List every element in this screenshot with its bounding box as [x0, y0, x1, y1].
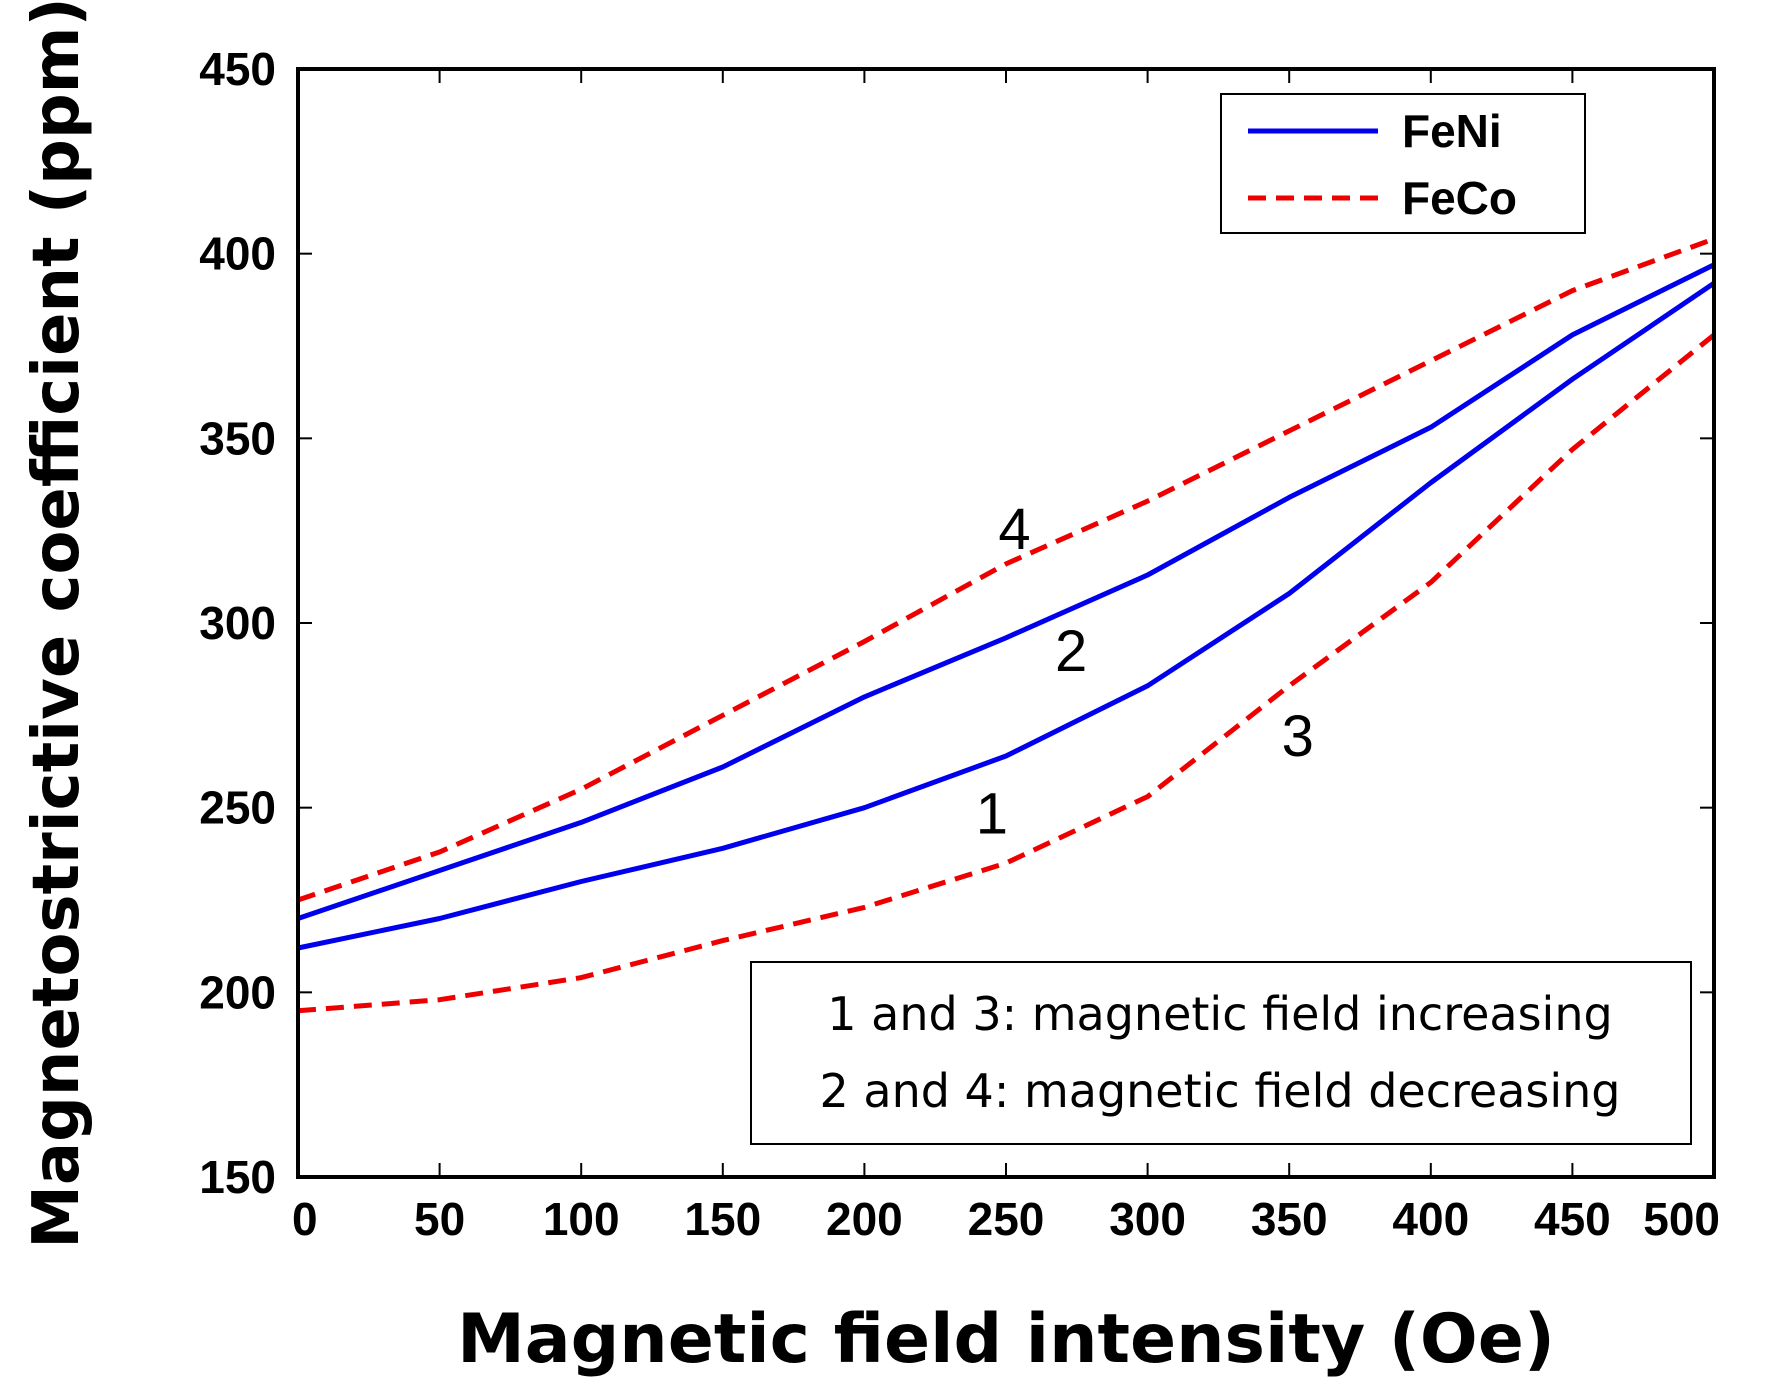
series-line-3 [297, 332, 1716, 1014]
x-tick-label: 450 [1534, 1193, 1611, 1245]
series-line-2 [297, 262, 1716, 921]
x-tick-label: 200 [826, 1193, 903, 1245]
series-line-4 [297, 236, 1715, 903]
curve-label-4: 4 [998, 497, 1030, 562]
y-tick-label: 400 [199, 228, 276, 280]
curve-label-2: 2 [1055, 619, 1087, 684]
y-tick-label: 450 [199, 43, 276, 95]
x-tick-label: 500 [1643, 1193, 1720, 1245]
series-line-1 [297, 281, 1716, 951]
legend-box [1220, 93, 1586, 234]
x-tick-label: 250 [968, 1193, 1045, 1245]
legend: FeNi FeCo [1220, 93, 1586, 234]
y-tick-label: 150 [199, 1151, 276, 1203]
y-tick-label: 250 [199, 782, 276, 834]
legend-label-feco: FeCo [1402, 172, 1517, 224]
x-tick-label: 150 [684, 1193, 761, 1245]
series-layer [297, 236, 1716, 1014]
annotation-line-1: 1 and 3: magnetic field increasing [827, 987, 1612, 1041]
y-axis-title: Magnetostrictive coefficient (ppm) [20, 0, 94, 1249]
annotation-line-2: 2 and 4: magnetic field decreasing [820, 1064, 1621, 1118]
x-tick-label: 100 [543, 1193, 620, 1245]
x-tick-label: 0 [292, 1193, 318, 1245]
annotation-box: 1 and 3: magnetic field increasing 2 and… [750, 961, 1692, 1145]
x-tick-label: 300 [1109, 1193, 1186, 1245]
legend-label-feni: FeNi [1402, 105, 1502, 157]
y-tick-label: 300 [199, 597, 276, 649]
y-tick-label: 200 [199, 966, 276, 1018]
y-tick-label: 350 [199, 412, 276, 464]
x-axis-title: Magnetic field intensity (Oe) [457, 1300, 1555, 1379]
annotation-frame [750, 961, 1692, 1145]
curve-label-3: 3 [1282, 704, 1314, 769]
x-tick-label: 350 [1251, 1193, 1328, 1245]
ticks-layer: 0 50 100 150 200 250 300 350 400 450 500 150 200 250 3… [199, 43, 1720, 1245]
x-tick-label: 50 [414, 1193, 465, 1245]
curve-label-1: 1 [976, 782, 1008, 847]
curve-labels: 1 2 3 4 [976, 497, 1314, 846]
x-tick-label: 400 [1392, 1193, 1469, 1245]
